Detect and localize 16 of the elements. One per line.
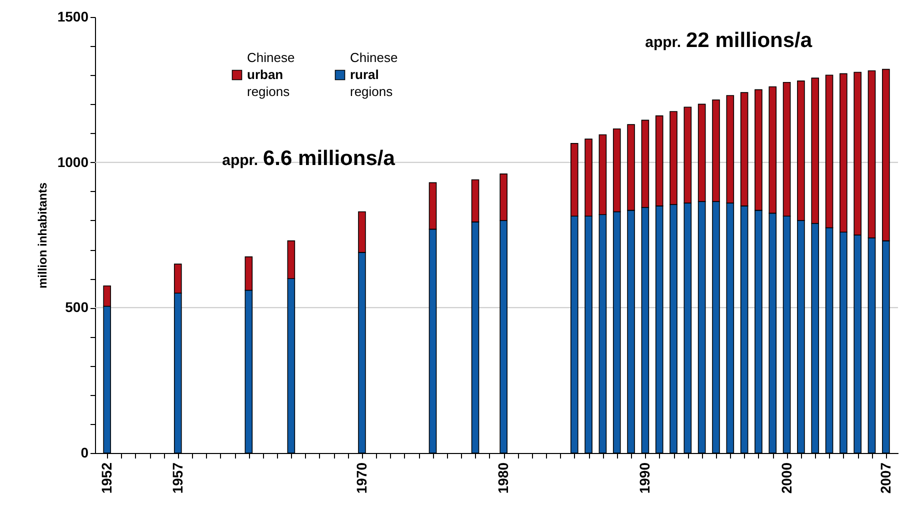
legend-label: Chinese urban regions [247, 50, 295, 99]
y-axis-title: million inhabitants [35, 182, 50, 289]
annotation: appr. 22 millions/a [645, 29, 812, 52]
y-tick-label: 0 [80, 444, 89, 460]
y-tick-label: 1500 [57, 8, 89, 24]
y-tick-label: 500 [65, 299, 89, 316]
x-tick-label: 1980 [495, 462, 512, 494]
legend-label: Chinese rural regions [350, 50, 398, 99]
y-tick-label: 1000 [57, 154, 89, 170]
x-tick-label: 1970 [353, 462, 370, 494]
annotation: appr. 6.6 millions/a [222, 147, 396, 170]
x-tick-label: 1990 [636, 462, 653, 494]
x-tick-label: 2000 [778, 462, 794, 494]
x-tick-label: 2007 [877, 462, 894, 494]
x-tick-label: 1952 [98, 462, 115, 494]
x-tick-label: 1957 [169, 462, 186, 494]
